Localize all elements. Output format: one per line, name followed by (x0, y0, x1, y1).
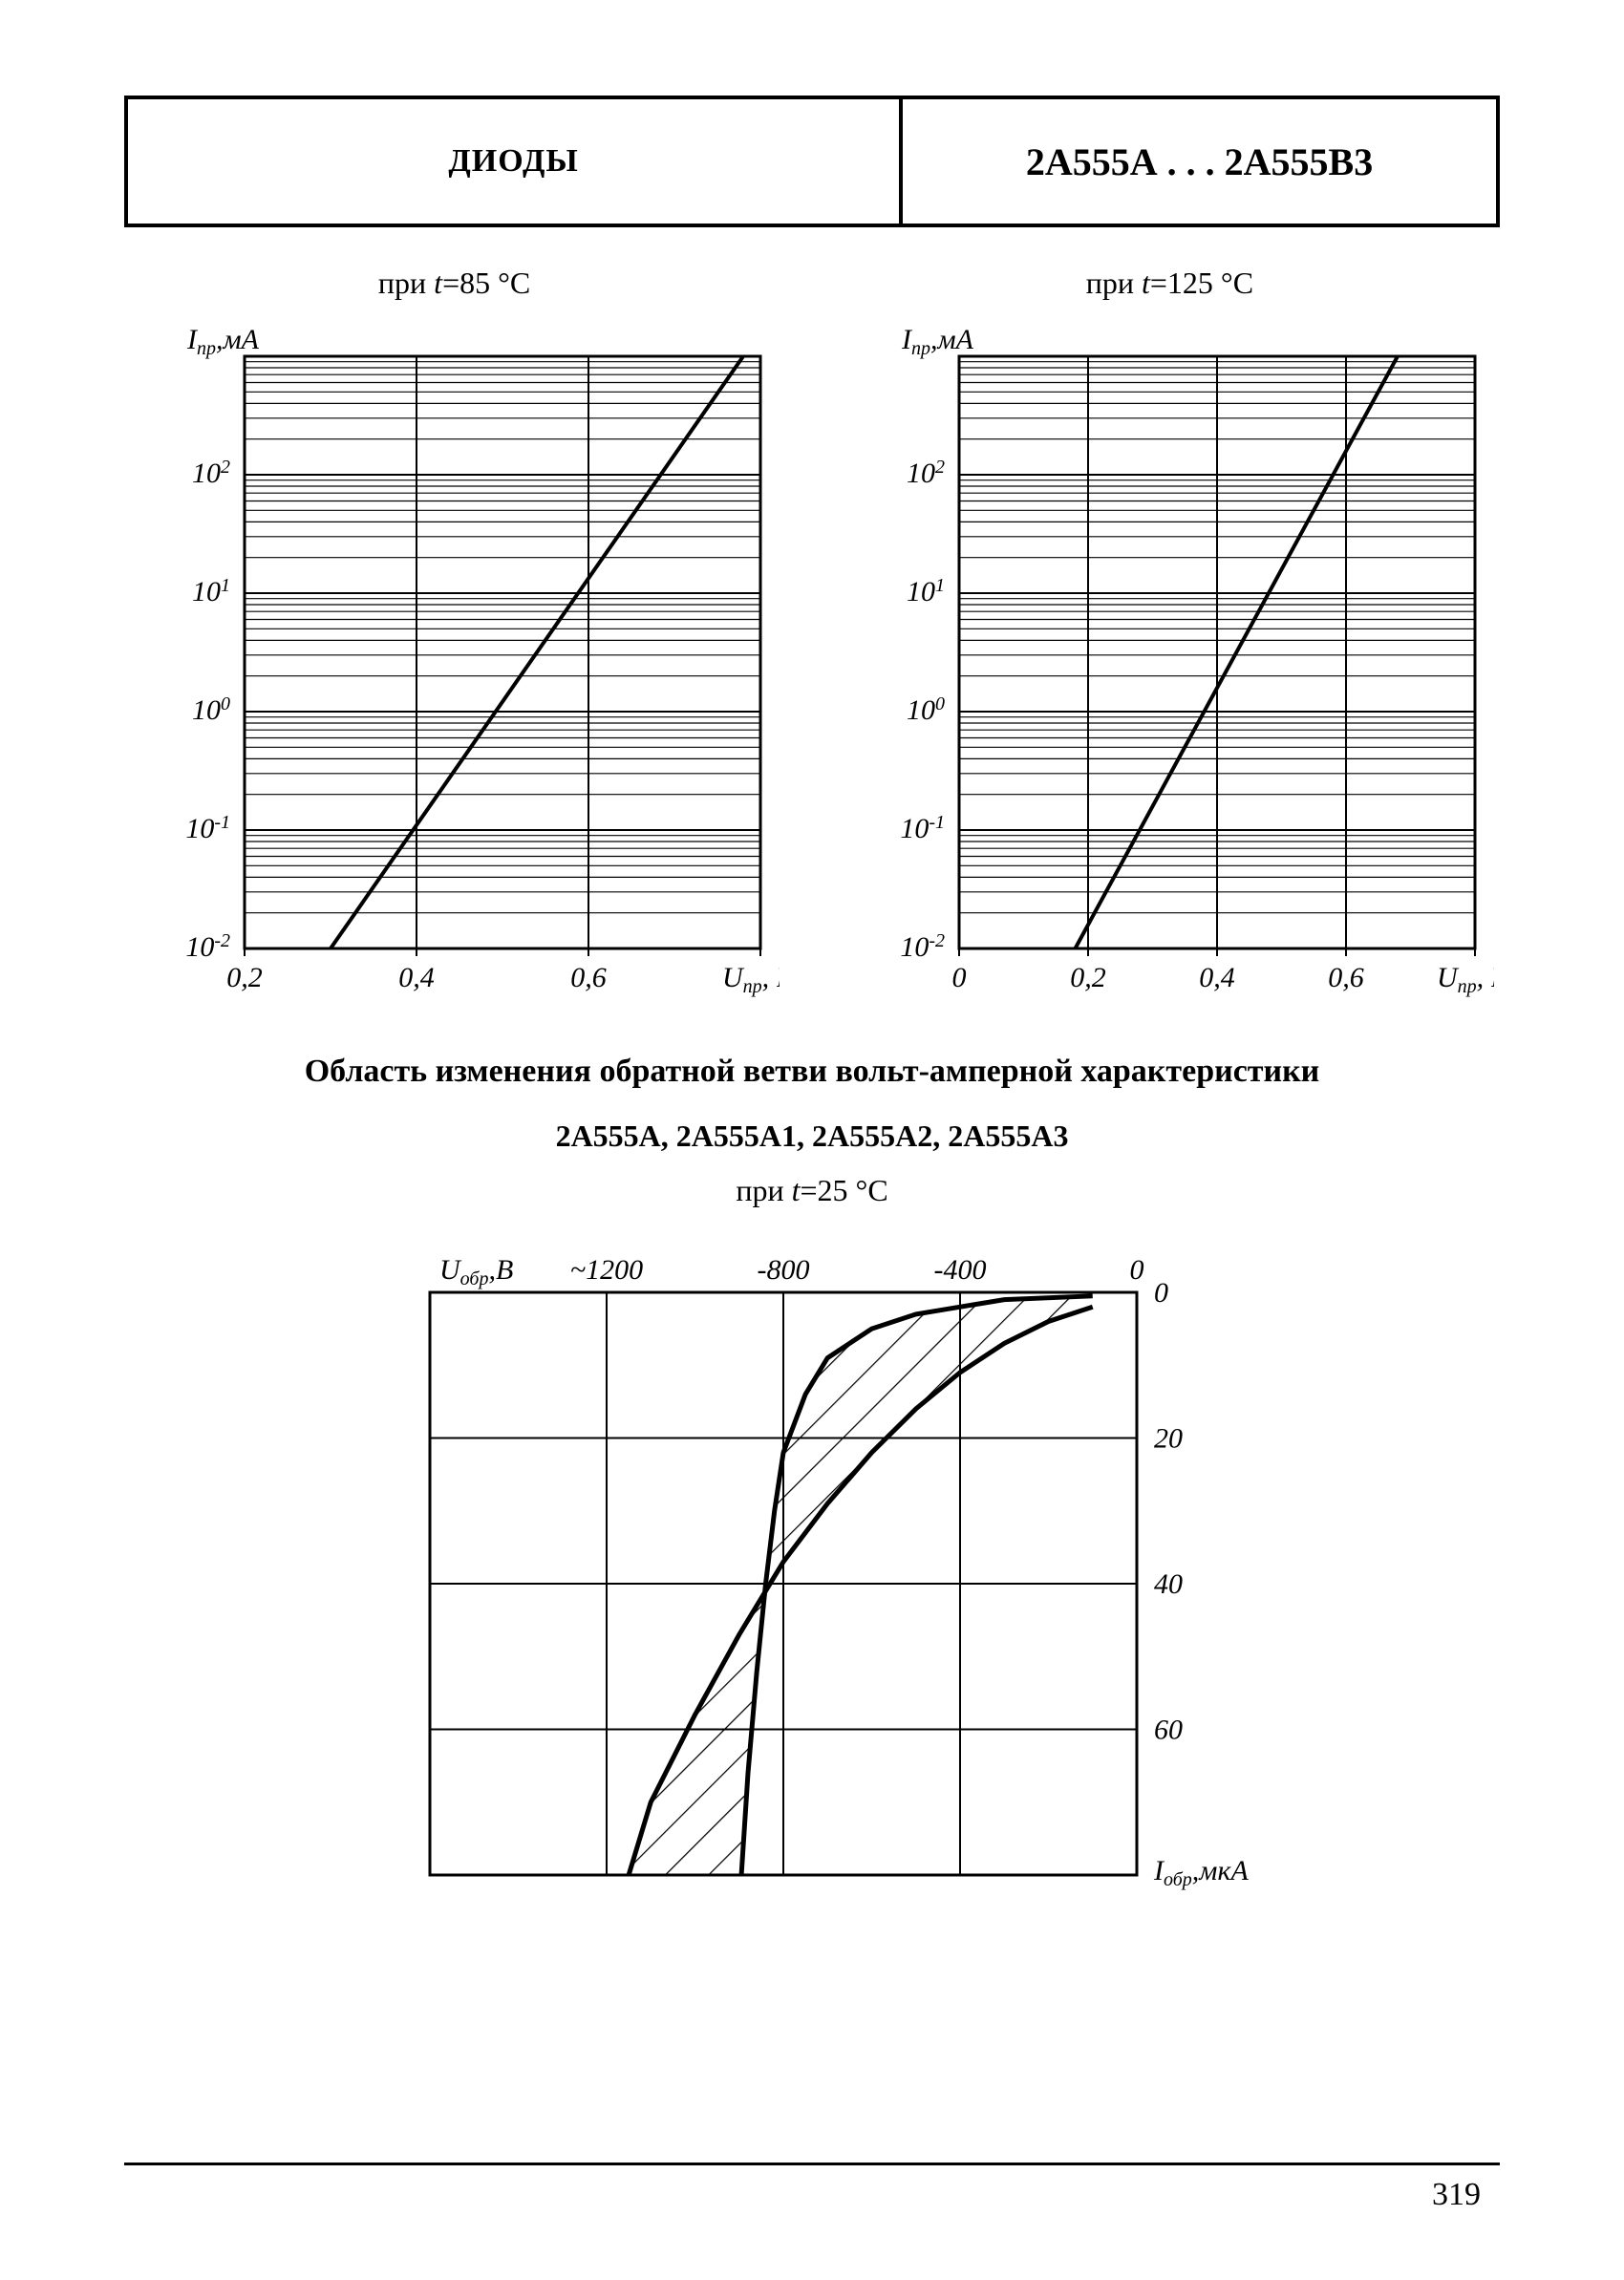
svg-text:Iобр,мкА: Iобр,мкА (1153, 1855, 1249, 1890)
caption-prefix: при (378, 266, 434, 300)
svg-text:Iпр,мА: Iпр,мА (901, 324, 974, 359)
bottom-chart-wrap: при t=25 °C ~1200 -800 -400 0 Uобр,В 0 20 40 60 I… (124, 1173, 1500, 1913)
caption-var: t (1142, 266, 1150, 300)
chart-rev-caption: при t=25 °C (736, 1173, 887, 1208)
top-charts-row: при t=85 °C 0,20,40,6Uпр, В10-210-110010… (124, 266, 1500, 1006)
svg-text:10-1: 10-1 (901, 812, 946, 844)
svg-text:101: 101 (907, 575, 945, 607)
svg-text:0,6: 0,6 (570, 962, 607, 993)
svg-text:10-1: 10-1 (185, 812, 230, 844)
caption-suffix: =125 °C (1150, 266, 1253, 300)
svg-text:100: 100 (192, 693, 230, 726)
chart-85-svg: 0,2 0,4 0,6 Uпр, В 10-2 10-1 100 101 102 Iпр,мА (130, 318, 780, 1006)
svg-text:0,6: 0,6 (1329, 962, 1365, 993)
chart-125-caption: при t=125 °C (1086, 266, 1253, 301)
svg-text:60: 60 (1154, 1715, 1183, 1746)
footer-rule (124, 2163, 1500, 2165)
svg-text:0: 0 (1154, 1277, 1168, 1309)
svg-text:Uпр, В: Uпр, В (1437, 962, 1494, 997)
chart-85-col: при t=85 °C 0,2 0,4 0,6 Uпр, В 10-2 10-1 100 10… (124, 266, 784, 1006)
caption-prefix: при (736, 1173, 791, 1207)
section-sub: 2А555А, 2А555А1, 2А555А2, 2А555А3 (124, 1119, 1500, 1154)
svg-text:Uобр,В: Uобр,В (439, 1254, 513, 1289)
header-right: 2А555А . . . 2А555В3 (903, 99, 1496, 224)
svg-text:Uпр, В: Uпр, В (722, 962, 780, 997)
svg-text:0,2: 0,2 (1071, 962, 1107, 993)
svg-text:-400: -400 (934, 1254, 987, 1286)
page-number: 319 (1432, 2177, 1481, 2213)
svg-text:10-2: 10-2 (901, 930, 946, 963)
svg-text:10-2: 10-2 (185, 930, 230, 963)
svg-text:~1200: ~1200 (570, 1254, 643, 1286)
caption-suffix: =85 °C (442, 266, 530, 300)
chart-125-col: при t=125 °C 0 0,2 0,4 0,6 Uпр, В 10-2 10-1 100… (840, 266, 1500, 1006)
caption-var: t (434, 266, 442, 300)
svg-text:0,2: 0,2 (226, 962, 263, 993)
section-title: Область изменения обратной ветви вольт-а… (124, 1054, 1500, 1090)
svg-text:Iпр,мА: Iпр,мА (186, 324, 260, 359)
chart-rev-svg: ~1200 -800 -400 0 Uобр,В 0 20 40 60 Iобр,мкА (363, 1225, 1261, 1913)
svg-text:102: 102 (192, 457, 230, 489)
caption-prefix: при (1086, 266, 1142, 300)
svg-text:102: 102 (907, 457, 945, 489)
header-box: ДИОДЫ 2А555А . . . 2А555В3 (124, 96, 1500, 227)
svg-text:101: 101 (192, 575, 230, 607)
svg-text:40: 40 (1154, 1568, 1183, 1600)
svg-text:0,4: 0,4 (398, 962, 435, 993)
svg-text:20: 20 (1154, 1423, 1183, 1455)
chart-125-svg: 0 0,2 0,4 0,6 Uпр, В 10-2 10-1 100 101 102 Iпр,мА (844, 318, 1494, 1006)
svg-text:0: 0 (1130, 1254, 1144, 1286)
svg-text:0: 0 (952, 962, 967, 993)
svg-text:0,4: 0,4 (1200, 962, 1236, 993)
svg-text:-800: -800 (758, 1254, 810, 1286)
chart-85-caption: при t=85 °C (378, 266, 530, 301)
header-left: ДИОДЫ (128, 99, 903, 224)
caption-suffix: =25 °C (800, 1173, 887, 1207)
svg-text:100: 100 (907, 693, 945, 726)
